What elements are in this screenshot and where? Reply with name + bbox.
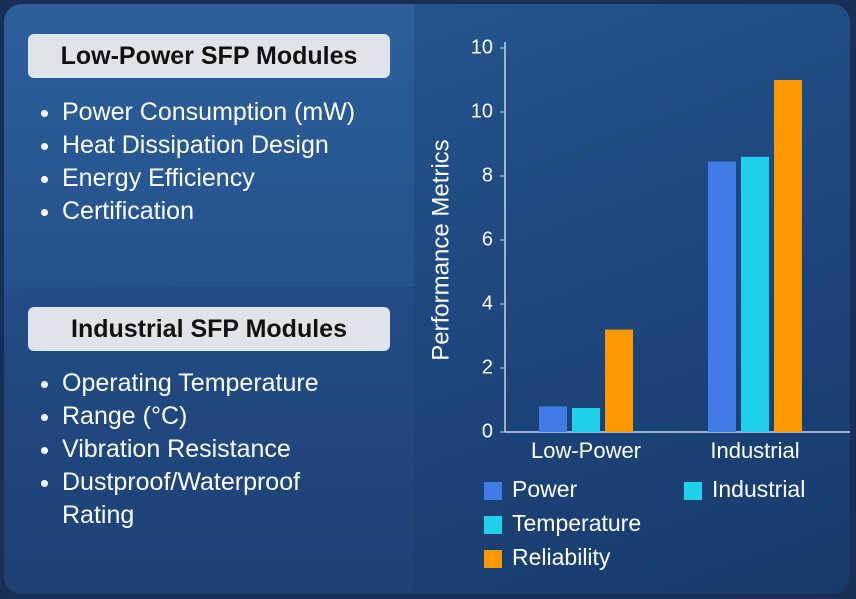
bullet: Vibration Resistance — [62, 433, 362, 466]
legend-label: Industrial — [712, 476, 805, 502]
panel-title: Industrial SFP Modules — [28, 307, 390, 351]
bullet: Range (°C) — [62, 400, 362, 433]
y-tick-label: 10 — [471, 100, 493, 122]
y-tick-label: 4 — [482, 292, 493, 314]
legend-label: Power — [512, 476, 578, 502]
bullet: Power Consumption (mW) — [62, 96, 362, 129]
y-tick-label: 8 — [482, 164, 493, 186]
panel-title: Low-Power SFP Modules — [28, 34, 390, 78]
legend-swatch — [484, 482, 502, 500]
legend-swatch — [484, 550, 502, 568]
bar — [741, 156, 769, 433]
panel: Industrial SFP Modules Operating Tempera… — [4, 289, 414, 594]
legend-swatch — [484, 516, 502, 534]
legend-label: Temperature — [512, 510, 641, 536]
bullet: Operating Temperature — [62, 367, 362, 400]
y-axis-label: Performance Metrics — [427, 139, 454, 360]
bullet: Dustproof/Waterproof Rating — [62, 466, 362, 532]
bar — [708, 161, 736, 432]
x-tick-label: Industrial — [710, 438, 799, 463]
bullet: Heat Dissipation Design — [62, 129, 362, 162]
bar — [774, 80, 802, 432]
y-tick-label: 2 — [482, 356, 493, 378]
bar — [539, 406, 567, 432]
infographic: Low-Power SFP Modules Power Consumption … — [4, 4, 850, 594]
bar — [605, 329, 633, 432]
panel: Low-Power SFP Modules Power Consumption … — [4, 4, 414, 287]
y-tick-label: 6 — [482, 228, 493, 250]
bullet-list: Power Consumption (mW) Heat Dissipation … — [42, 96, 362, 228]
bullet: Certification — [62, 195, 362, 228]
y-tick-label: 0 — [482, 420, 493, 442]
legend-swatch — [684, 482, 702, 500]
bullet: Energy Efficiency — [62, 162, 362, 195]
bullet-list: Operating Temperature Range (°C) Vibrati… — [42, 367, 362, 532]
y-tick-label: 10 — [471, 36, 493, 58]
bar — [572, 408, 600, 432]
chart: Performance Metrics 0 2 4 6 8 10 10 Low-Power In… — [427, 36, 850, 570]
x-tick-label: Low-Power — [531, 438, 641, 463]
legend-label: Reliability — [512, 544, 611, 570]
